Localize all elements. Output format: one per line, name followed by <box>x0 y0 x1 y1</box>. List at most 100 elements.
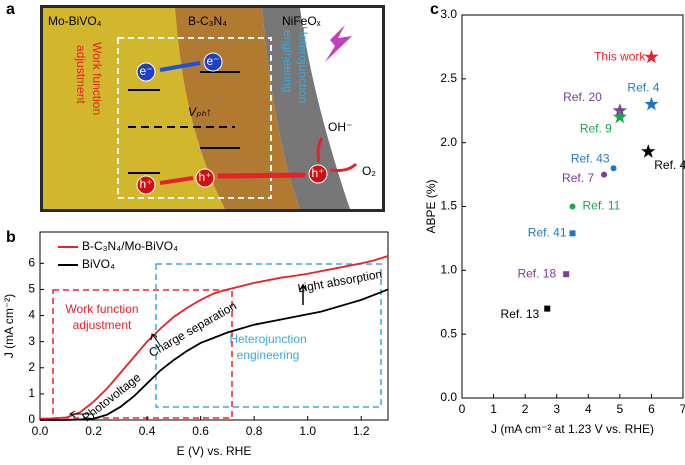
arrow <box>69 410 95 418</box>
y-tick-label: 4 <box>28 308 35 322</box>
point-label: Ref. 7 <box>562 171 594 185</box>
x-tick-label: 7 <box>680 402 685 416</box>
y-tick-label: 2 <box>28 360 35 374</box>
point <box>601 171 608 178</box>
x-tick-label: 0 <box>459 402 466 416</box>
layer-label: Mo-BiVO₄ <box>48 14 102 28</box>
arrow <box>159 176 194 185</box>
y-tick-label: 0.5 <box>440 326 457 340</box>
point <box>641 144 656 158</box>
hole <box>195 168 215 188</box>
x-tick-label: 4 <box>585 402 592 416</box>
annotation: Work function <box>65 302 138 316</box>
y-tick-label: 2.5 <box>440 71 457 85</box>
arrow <box>150 333 161 346</box>
arrow <box>316 137 358 172</box>
hole-label: h⁺ <box>198 170 211 184</box>
point <box>644 96 659 111</box>
layer-bivo4 <box>43 8 225 209</box>
x-tick-label: 5 <box>617 402 624 416</box>
x-tick-label: 0.2 <box>85 424 102 438</box>
point <box>610 165 617 172</box>
annotation: engineering <box>237 348 300 362</box>
plot-frame <box>39 231 389 421</box>
annotation: adjustment <box>73 318 132 332</box>
y-axis-label: J (mA cm⁻²) <box>2 294 16 358</box>
point-label: Ref. 9 <box>580 121 612 135</box>
point <box>612 109 627 124</box>
point <box>569 203 576 210</box>
y-tick-label: 2.0 <box>440 135 457 149</box>
legend-label: BiVO₄ <box>82 257 115 271</box>
panel-label: c <box>430 1 439 18</box>
x-tick-label: 0.8 <box>246 424 263 438</box>
layer-label: B-C₃N₄ <box>188 14 227 28</box>
x-tick-label: 0.0 <box>32 424 49 438</box>
note: engineering <box>281 30 295 93</box>
region-box <box>155 263 382 408</box>
point-label: Ref. 11 <box>583 199 621 213</box>
legend-label: B-C₃N₄/Mo-BiVO₄ <box>82 239 178 253</box>
x-tick-label: 0.4 <box>139 424 156 438</box>
hole-label: h⁺ <box>139 177 152 191</box>
y-tick-label: 6 <box>28 256 35 270</box>
product: O₂ <box>362 164 376 178</box>
electron <box>203 52 223 72</box>
point-label: Ref. 18 <box>517 266 556 280</box>
y-tick-label: 0 <box>28 412 35 426</box>
x-tick-label: 1 <box>490 402 497 416</box>
arrow <box>159 61 201 72</box>
point <box>569 230 576 237</box>
point <box>644 49 659 64</box>
point-label: This work <box>594 49 646 63</box>
hole <box>136 175 156 195</box>
x-axis-label: E (V) vs. RHE <box>177 444 252 458</box>
hole <box>308 164 328 184</box>
point-label: Ref. 4 <box>627 81 659 95</box>
y-tick-label: 5 <box>28 282 35 296</box>
reactant: OH⁻ <box>328 120 352 134</box>
x-axis-label: J (mA cm⁻² at 1.23 V vs. RHE) <box>491 422 654 436</box>
y-tick-label: 3 <box>28 334 35 348</box>
annotation: Heterojunction <box>229 332 306 346</box>
electron-label: e⁻ <box>206 54 219 68</box>
photovoltage: Vₚₕ↑ <box>188 105 212 119</box>
line <box>40 288 389 421</box>
electron <box>136 62 156 82</box>
line <box>39 255 389 420</box>
y-tick-label: 1.0 <box>440 263 457 277</box>
region-box <box>52 289 233 419</box>
point-label: Ref. 42 <box>654 158 685 172</box>
dashed-box <box>117 37 272 199</box>
x-tick-label: 3 <box>553 402 560 416</box>
x-tick-label: 1.2 <box>353 424 370 438</box>
layer-nifeox <box>262 8 350 209</box>
panel-label: b <box>6 229 16 246</box>
x-tick-label: 2 <box>522 402 529 416</box>
point-label: Ref. 13 <box>501 307 540 321</box>
y-tick-label: 3.0 <box>440 7 457 21</box>
arrow <box>217 172 306 179</box>
x-tick-label: 1.0 <box>299 424 316 438</box>
point-label: Ref. 20 <box>563 90 602 104</box>
x-tick-label: 6 <box>648 402 655 416</box>
y-tick-label: 1 <box>28 386 35 400</box>
arrow <box>299 283 307 305</box>
point <box>544 305 551 312</box>
y-axis-label: ABPE (%) <box>424 179 438 233</box>
y-tick-label: 0.0 <box>440 390 457 404</box>
y-tick-label: 1.5 <box>440 199 457 213</box>
note: Work function <box>90 42 104 115</box>
point-label: Ref. 43 <box>571 151 610 165</box>
x-tick-label: 0.6 <box>192 424 209 438</box>
note: adjustment <box>74 45 88 104</box>
annotation: Light absorption <box>297 267 384 296</box>
layer-label: NiFeOₓ <box>282 14 321 28</box>
point-label: Ref. 41 <box>528 225 567 239</box>
hole-label: h⁺ <box>311 166 324 180</box>
annotation-boxes <box>52 263 382 419</box>
schematic: e⁻ e⁻ h⁺ h⁺ h⁺ Mo-BiVO₄ B-C₃N₄ NiFeOₓ Wo… <box>40 5 385 212</box>
point <box>563 271 570 278</box>
light-icon <box>325 25 352 62</box>
